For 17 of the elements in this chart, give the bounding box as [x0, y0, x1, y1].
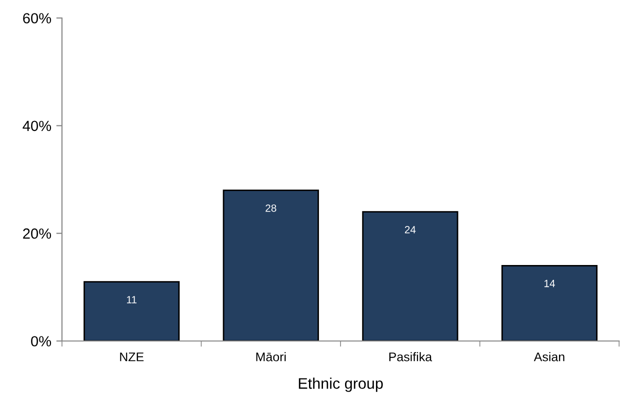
x-tick-label: Asian: [534, 352, 564, 362]
data-label: 14: [544, 280, 555, 288]
x-tick-label: Pasifika: [389, 352, 432, 362]
y-tick-label: 20%: [23, 228, 52, 239]
x-tick-label: Māori: [256, 352, 286, 362]
bar: [222, 190, 319, 341]
y-tick-label: 60%: [23, 13, 52, 24]
data-label: 11: [127, 296, 137, 304]
data-label: 28: [266, 204, 276, 212]
y-tick-label: 0%: [31, 336, 52, 346]
bar: [84, 281, 180, 341]
y-tick-label: 40%: [22, 120, 52, 132]
x-tick-label: NZE: [120, 352, 144, 362]
bar: [501, 264, 598, 341]
x-axis-title: Ethnic group: [298, 378, 383, 392]
bar: [362, 211, 458, 341]
data-label: 24: [404, 226, 416, 234]
